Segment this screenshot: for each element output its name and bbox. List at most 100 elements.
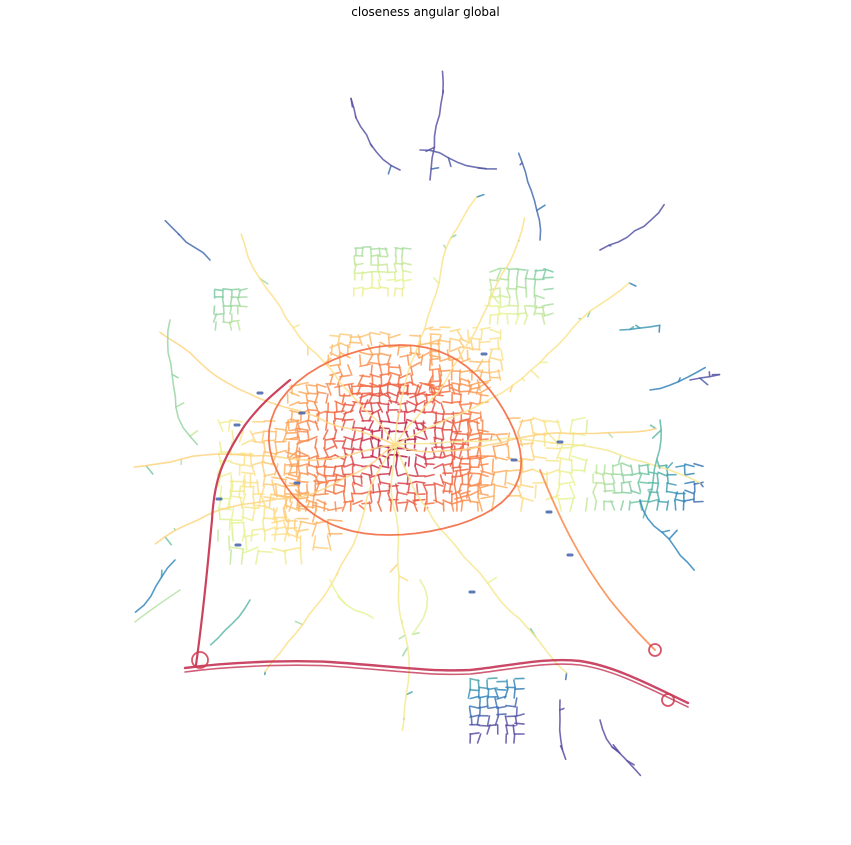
west-street <box>238 430 244 443</box>
north-west-estate-street <box>229 297 233 307</box>
south-estate-street <box>468 706 472 717</box>
core-street <box>404 402 408 413</box>
core-street <box>334 400 345 407</box>
core-street <box>388 483 391 494</box>
core-street <box>352 448 363 451</box>
core-street <box>377 402 384 413</box>
north-estate-street <box>362 271 372 274</box>
east-estate-street <box>637 482 642 493</box>
north-east-street <box>479 379 491 384</box>
north-east-estate-street <box>533 278 537 289</box>
core-street <box>414 456 417 467</box>
west-street <box>230 419 243 423</box>
north-street <box>368 334 373 346</box>
core-street <box>478 492 489 496</box>
east-estate-street <box>656 482 660 493</box>
north-estate-street <box>394 278 404 283</box>
east-street <box>519 442 534 446</box>
north-estate-street <box>394 262 404 265</box>
north-east-estate-street <box>534 306 545 309</box>
south-west-street <box>326 535 332 551</box>
north-east-estate-street <box>498 277 509 281</box>
south-west-street <box>271 533 287 536</box>
east-street <box>585 419 589 434</box>
north-street <box>379 381 391 388</box>
north-street <box>398 364 403 376</box>
north-east-street <box>470 339 474 351</box>
north-street <box>389 371 401 377</box>
north-west-estate-street <box>214 312 224 316</box>
core-street <box>361 456 372 459</box>
east-street <box>572 432 575 447</box>
south-estate-street <box>476 733 482 744</box>
north-street <box>409 334 421 337</box>
north-street <box>359 351 371 356</box>
west-street <box>263 461 276 466</box>
north-street <box>389 366 401 369</box>
north-estate-street <box>354 262 364 266</box>
south-estate-street <box>469 705 480 709</box>
core-street <box>431 402 436 413</box>
core-street <box>424 457 435 460</box>
north-estate-street <box>394 247 404 250</box>
core-street <box>469 401 480 406</box>
outer-lane-8 <box>639 499 695 571</box>
north-east-street <box>449 346 461 353</box>
outer-lane-2 <box>419 149 498 170</box>
core-street <box>333 411 336 422</box>
east-street <box>521 458 524 473</box>
north-east-street <box>439 339 451 343</box>
core-street <box>307 463 318 469</box>
north-street <box>399 372 411 379</box>
north-east-street <box>476 379 481 391</box>
north-east-street <box>449 386 461 393</box>
east-street <box>477 497 483 512</box>
side-street <box>496 434 503 444</box>
core-street <box>370 408 381 415</box>
core-street <box>370 465 373 476</box>
south-estate-street <box>496 713 507 716</box>
south-west-street <box>242 521 246 537</box>
outer-lane-13 <box>411 579 429 636</box>
north-east-street <box>428 359 432 371</box>
core-street <box>370 429 381 433</box>
east-estate-street <box>592 482 598 493</box>
north-estate-street <box>376 255 380 265</box>
side-street <box>389 563 399 573</box>
core-street <box>386 456 390 467</box>
south-estate-street <box>494 715 500 726</box>
south-estate-street <box>478 705 489 709</box>
core-street <box>378 447 381 458</box>
east-street <box>506 469 521 472</box>
south-estate-street <box>496 695 507 700</box>
west-street <box>274 482 287 488</box>
east-street <box>453 484 458 499</box>
north-street <box>409 381 421 389</box>
core-street <box>341 501 347 512</box>
east-street <box>467 416 482 424</box>
east-estate-street <box>648 498 659 503</box>
east-street <box>520 497 524 512</box>
north-street <box>359 354 362 366</box>
core-street <box>333 429 338 440</box>
north-east-estate-street <box>543 268 554 273</box>
east-street <box>480 483 495 489</box>
east-street <box>569 497 575 512</box>
side-street <box>617 454 622 464</box>
north-estate-street <box>362 287 372 291</box>
west-street <box>241 463 254 468</box>
north-estate-street <box>393 263 398 273</box>
side-street <box>402 646 409 657</box>
north-east-estate-street <box>516 285 527 289</box>
core-street <box>316 457 327 460</box>
core-street <box>352 481 363 487</box>
core-street <box>406 499 417 506</box>
core-street <box>352 429 357 440</box>
core-street <box>343 436 354 441</box>
east-street <box>532 468 547 476</box>
core-street <box>423 447 427 458</box>
side-street <box>175 402 185 408</box>
east-street <box>493 456 508 461</box>
north-west-estate-street <box>214 321 217 331</box>
eastern-link-road <box>539 469 656 651</box>
